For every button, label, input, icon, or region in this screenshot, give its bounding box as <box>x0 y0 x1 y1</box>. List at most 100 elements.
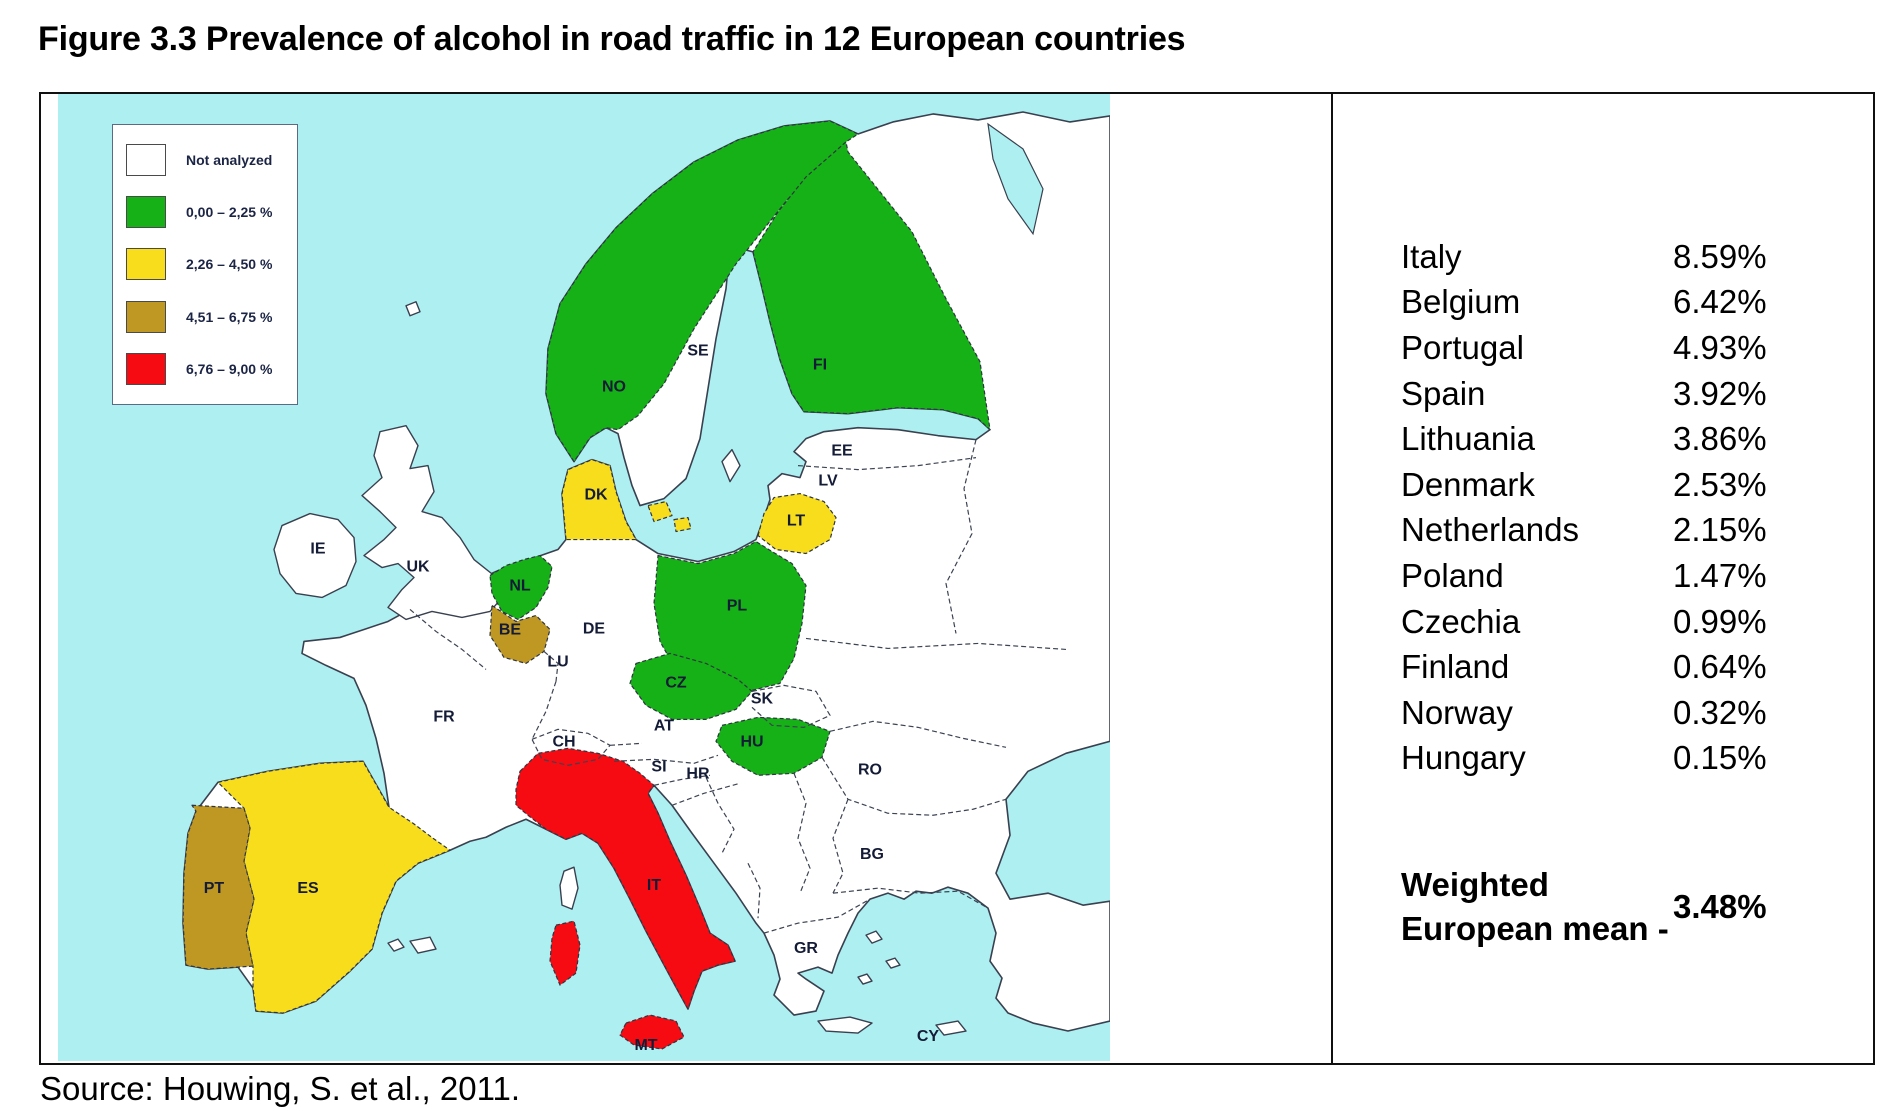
figure-frame: NO SE FI EE LV LT DK IE UK NL BE LU DE PL CZ SK FR CH AT HU… <box>39 92 1875 1065</box>
country-norway-shape <box>545 120 859 463</box>
legend-items: Not analyzed 0,00 – 2,25 % 2,26 – 4,50 % 4,… <box>113 131 297 398</box>
country-border-line <box>763 898 871 934</box>
country-border-line <box>531 681 557 740</box>
country-border-line <box>832 799 849 894</box>
legend-swatch <box>126 196 166 229</box>
table-row: Norway 0.32% <box>1401 690 1869 736</box>
country-code-label: DK <box>584 487 608 504</box>
table-row: Spain 3.92% <box>1401 371 1869 417</box>
country-border-line <box>747 862 761 919</box>
country-lithuania-shape <box>757 492 837 555</box>
country-border-line <box>832 887 989 909</box>
country-value: 0.15% <box>1673 739 1767 777</box>
country-italy-shape <box>515 747 736 1010</box>
europe-map: NO SE FI EE LV LT DK IE UK NL BE LU DE PL CZ SK FR CH AT HU… <box>58 94 1110 1061</box>
legend-swatch <box>126 248 166 281</box>
country-code-labels: NO SE FI EE LV LT DK IE UK NL BE LU DE PL CZ SK FR CH AT HU… <box>204 343 940 1054</box>
country-code-label: BE <box>499 621 522 638</box>
table-row: Netherlands 2.15% <box>1401 508 1869 554</box>
country-name: Poland <box>1401 556 1504 594</box>
country-value: 6.42% <box>1673 283 1767 321</box>
country-code-label: MT <box>634 1037 657 1054</box>
country-code-label: NL <box>509 577 531 594</box>
aegean-island <box>885 957 901 969</box>
country-code-label: PL <box>727 597 748 614</box>
country-italy-sicily <box>619 1014 685 1050</box>
country-value: 3.86% <box>1673 420 1767 458</box>
map-svg: NO SE FI EE LV LT DK IE UK NL BE LU DE PL CZ SK FR CH AT HU… <box>58 94 1110 1061</box>
table-row: Denmark 2.53% <box>1401 462 1869 508</box>
country-name: Portugal <box>1401 328 1524 366</box>
country-code-label: EE <box>831 443 853 460</box>
country-name: Spain <box>1401 374 1486 412</box>
country-netherlands-shape <box>489 554 553 621</box>
mallorca-island <box>409 936 437 954</box>
country-code-label: AT <box>654 717 674 734</box>
weighted-mean-label: Weighted European mean - <box>1401 866 1669 948</box>
legend-swatch <box>126 144 166 177</box>
white-sea <box>987 122 1044 236</box>
country-czechia-shape <box>629 652 753 720</box>
weighted-mean-value: 3.48% <box>1673 888 1767 926</box>
country-code-label: LV <box>818 473 838 490</box>
country-name: Denmark <box>1401 465 1535 503</box>
country-border-line <box>653 774 711 786</box>
country-border-line <box>797 457 977 471</box>
country-border-line <box>829 720 1007 748</box>
table-row: Italy 8.59% <box>1401 234 1869 280</box>
country-code-label: GR <box>794 940 818 957</box>
country-value: 2.15% <box>1673 511 1767 549</box>
country-code-label: ES <box>297 880 319 897</box>
country-name: Lithuania <box>1401 420 1535 458</box>
data-panel: Italy 8.59% Belgium 6.42% Portugal 4.93% Spain… <box>1331 94 1869 1063</box>
country-value: 8.59% <box>1673 237 1767 275</box>
weighted-mean-row: Weighted European mean - 3.48% <box>1401 863 1869 951</box>
source-line: Source: Houwing, S. et al., 2011. <box>40 1070 520 1107</box>
corsica-island <box>559 866 579 910</box>
country-name: Finland <box>1401 648 1510 686</box>
great-britain-island <box>361 424 505 621</box>
country-value: 0.32% <box>1673 693 1767 731</box>
table-row: Finland 0.64% <box>1401 644 1869 690</box>
aegean-island <box>857 973 873 985</box>
ibiza-island <box>387 938 405 952</box>
crete-island <box>817 1016 873 1034</box>
table-row: Portugal 4.93% <box>1401 325 1869 371</box>
shetland-island <box>405 301 421 317</box>
country-hungary-shape <box>715 716 831 776</box>
legend-item: 2,26 – 4,50 % <box>113 248 297 281</box>
country-value: 0.99% <box>1673 602 1767 640</box>
country-border-line <box>543 650 559 682</box>
country-spain-shape <box>217 760 451 1014</box>
legend-label: 2,26 – 4,50 % <box>186 256 273 273</box>
table-row: Hungary 0.15% <box>1401 736 1869 782</box>
legend-swatch <box>126 352 166 385</box>
legend-swatch <box>126 300 166 333</box>
legend-item: 4,51 – 6,75 % <box>113 300 297 333</box>
country-name: Hungary <box>1401 739 1526 777</box>
country-denmark-islands <box>647 500 692 533</box>
country-border-line <box>793 773 811 894</box>
legend-label: 4,51 – 6,75 % <box>186 308 273 325</box>
country-code-label: UK <box>406 559 430 576</box>
country-italy-sardinia <box>549 920 581 986</box>
country-border-line <box>613 754 719 764</box>
table-row: Poland 1.47% <box>1401 553 1869 599</box>
country-border-lines <box>409 439 1067 934</box>
country-code-label: HR <box>686 765 710 782</box>
country-code-label: FR <box>433 708 455 725</box>
country-value: 4.93% <box>1673 328 1767 366</box>
country-border-line <box>409 609 487 670</box>
legend-label: 6,76 – 9,00 % <box>186 360 273 377</box>
figure-title: Figure 3.3 Prevalence of alcohol in road… <box>38 20 1186 58</box>
country-code-label: FI <box>813 357 827 374</box>
country-code-label: IE <box>310 541 325 558</box>
country-border-line <box>705 777 735 854</box>
country-code-label: SI <box>651 758 666 775</box>
country-value: 0.64% <box>1673 648 1767 686</box>
country-border-line <box>805 637 1067 651</box>
country-name: Italy <box>1401 237 1462 275</box>
map-legend: Not analyzed 0,00 – 2,25 % 2,26 – 4,50 % 4,… <box>112 124 298 405</box>
country-code-label: SK <box>751 690 774 707</box>
aegean-island <box>865 930 883 944</box>
